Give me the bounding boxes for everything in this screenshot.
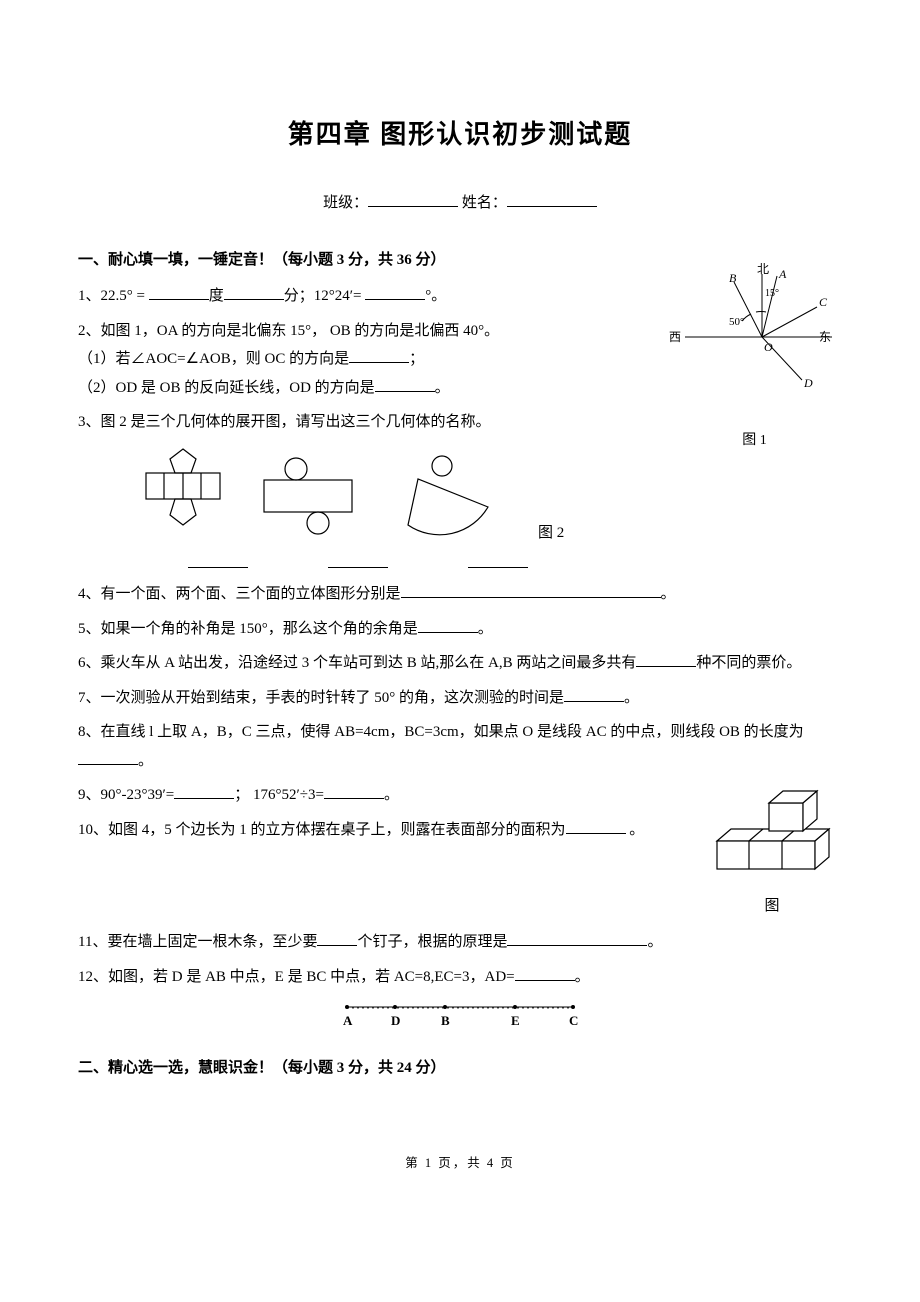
q1-blank-3 bbox=[365, 285, 425, 300]
line-point-D: D bbox=[391, 1013, 400, 1028]
name-label: 姓名： bbox=[462, 195, 507, 211]
q11-a: 11、要在墙上固定一根木条，至少要 bbox=[78, 934, 317, 950]
line-point-A: A bbox=[343, 1013, 353, 1028]
compass-C: C bbox=[819, 295, 828, 309]
question-1: 1、22.5° = 度分；12°24′= °。 北 西 东 B A C D bbox=[78, 282, 842, 311]
q6-a: 6、乘火车从 A 站出发，沿途经过 3 个车站可到达 B 站,那么在 A,B 两… bbox=[78, 655, 636, 671]
q9-c: 。 bbox=[384, 787, 399, 803]
q5-a: 5、如果一个角的补角是 150°，那么这个角的余角是 bbox=[78, 621, 418, 637]
q4-a: 4、有一个面、两个面、三个面的立体图形分别是 bbox=[78, 586, 401, 602]
q11-c: 。 bbox=[647, 934, 662, 950]
net-figure-1 bbox=[138, 447, 228, 548]
class-label: 班级： bbox=[323, 195, 368, 211]
question-7: 7、一次测验从开始到结束，手表的时针转了 50° 的角，这次测验的时间是 。 bbox=[78, 684, 842, 713]
q9-blank-1 bbox=[174, 784, 234, 799]
q1-text-a: 1、22.5° = bbox=[78, 288, 149, 304]
q1-text-c: 分；12°24′= bbox=[284, 288, 366, 304]
line-point-C: C bbox=[569, 1013, 578, 1028]
line-segment-figure: A D B E C bbox=[78, 999, 842, 1040]
q3-blank-1 bbox=[188, 553, 248, 568]
net-figure-2 bbox=[258, 457, 358, 548]
q10-blank bbox=[566, 819, 626, 834]
section-2-header: 二、精心选一选，慧眼识金！（每小题 3 分，共 24 分） bbox=[78, 1054, 842, 1083]
q12-b: 。 bbox=[575, 969, 590, 985]
q8-a: 8、在直线 l 上取 A，B，C 三点，使得 AB=4cm，BC=3cm，如果点… bbox=[78, 724, 804, 740]
q9-a: 9、90°-23°39′= bbox=[78, 787, 174, 803]
q11-b: 个钉子，根据的原理是 bbox=[357, 934, 507, 950]
question-6: 6、乘火车从 A 站出发，沿途经过 3 个车站可到达 B 站,那么在 A,B 两… bbox=[78, 649, 842, 678]
q1-text-d: °。 bbox=[425, 288, 446, 304]
q7-blank bbox=[564, 687, 624, 702]
q2-intro: 2、如图 1，OA 的方向是北偏东 15°， OB 的方向是北偏西 40°。 bbox=[78, 317, 662, 346]
q3-text: 3、图 2 是三个几何体的展开图，请写出这三个几何体的名称。 bbox=[78, 408, 842, 437]
q2-sub1b: ； bbox=[409, 351, 424, 367]
question-4: 4、有一个面、两个面、三个面的立体图形分别是 。 bbox=[78, 580, 842, 609]
q12-a: 12、如图，若 D 是 AB 中点，E 是 BC 中点，若 AC=8,EC=3，… bbox=[78, 969, 515, 985]
q7-a: 7、一次测验从开始到结束，手表的时针转了 50° 的角，这次测验的时间是 bbox=[78, 690, 564, 706]
compass-angle-15: 15° bbox=[765, 288, 779, 299]
q4-blank bbox=[401, 583, 661, 598]
class-blank bbox=[368, 192, 458, 207]
question-12: 12、如图，若 D 是 AB 中点，E 是 BC 中点，若 AC=8,EC=3，… bbox=[78, 963, 842, 992]
line-point-E: E bbox=[511, 1013, 520, 1028]
line-point-B: B bbox=[441, 1013, 450, 1028]
question-9: 9、90°-23°39′= ； 176°52′÷3= 。 bbox=[78, 781, 842, 810]
q1-blank-1 bbox=[149, 285, 209, 300]
compass-A: A bbox=[778, 267, 787, 281]
q4-b: 。 bbox=[661, 586, 676, 602]
q9-blank-2 bbox=[324, 784, 384, 799]
q10-b: 。 bbox=[626, 822, 645, 838]
question-5: 5、如果一个角的补角是 150°，那么这个角的余角是 。 bbox=[78, 615, 842, 644]
q7-b: 。 bbox=[624, 690, 639, 706]
q3-blank-2 bbox=[328, 553, 388, 568]
q2-sub2a: （2）OD 是 OB 的反向延长线，OD 的方向是 bbox=[78, 380, 375, 396]
compass-north: 北 bbox=[757, 262, 769, 276]
q9-b: ； 176°52′÷3= bbox=[234, 787, 324, 803]
q12-blank bbox=[515, 966, 575, 981]
page-title: 第四章 图形认识初步测试题 bbox=[78, 110, 842, 159]
q2-blank-2 bbox=[375, 377, 435, 392]
q1-blank-2 bbox=[224, 285, 284, 300]
name-blank bbox=[507, 192, 597, 207]
q6-b: 种不同的票价。 bbox=[696, 655, 801, 671]
question-8: 8、在直线 l 上取 A，B，C 三点，使得 AB=4cm，BC=3cm，如果点… bbox=[78, 718, 842, 775]
q8-blank bbox=[78, 750, 138, 765]
question-3: 3、图 2 是三个几何体的展开图，请写出这三个几何体的名称。 bbox=[78, 408, 842, 568]
q6-blank bbox=[636, 652, 696, 667]
q5-b: 。 bbox=[478, 621, 493, 637]
q11-blank-2 bbox=[507, 931, 647, 946]
q3-blank-3 bbox=[468, 553, 528, 568]
net-figure-3 bbox=[388, 455, 498, 548]
q11-blank-1 bbox=[317, 931, 357, 946]
q8-b: 。 bbox=[138, 753, 153, 769]
cubes-caption: 图 bbox=[702, 892, 842, 921]
question-2: 2、如图 1，OA 的方向是北偏东 15°， OB 的方向是北偏西 40°。 （… bbox=[78, 317, 842, 403]
question-10: 10、如图 4，5 个边长为 1 的立方体摆在桌子上，则露在表面部分的面积为 。 bbox=[78, 816, 842, 845]
q2-blank-1 bbox=[349, 348, 409, 363]
q5-blank bbox=[418, 618, 478, 633]
q2-sub2b: 。 bbox=[435, 380, 450, 396]
class-name-line: 班级： 姓名： bbox=[78, 189, 842, 218]
figure-2-caption: 图 2 bbox=[538, 519, 564, 548]
question-11: 11、要在墙上固定一根木条，至少要 个钉子，根据的原理是 。 bbox=[78, 928, 842, 957]
q1-text-b: 度 bbox=[209, 288, 224, 304]
compass-B: B bbox=[729, 271, 737, 285]
q10-a: 10、如图 4，5 个边长为 1 的立方体摆在桌子上，则露在表面部分的面积为 bbox=[78, 822, 566, 838]
q2-sub1a: （1）若∠AOC=∠AOB，则 OC 的方向是 bbox=[78, 351, 349, 367]
page-footer: 第 1 页，共 4 页 bbox=[78, 1152, 842, 1176]
